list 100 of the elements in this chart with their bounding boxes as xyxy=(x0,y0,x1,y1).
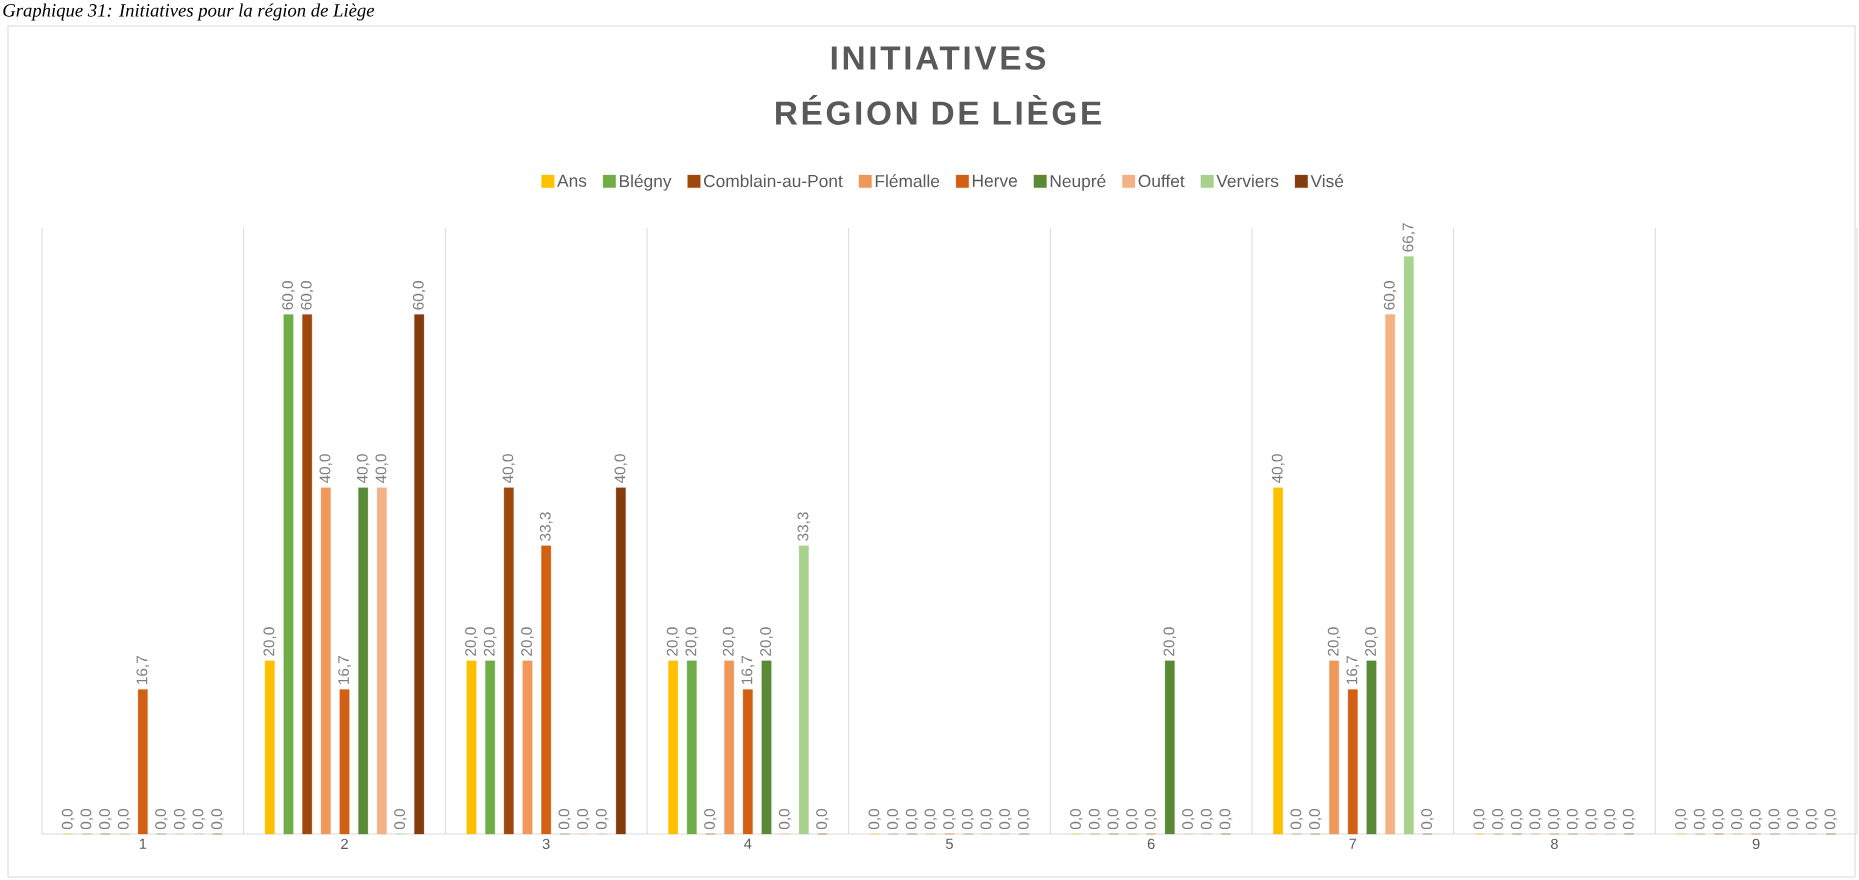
data-label: 0,0 xyxy=(1548,809,1561,830)
data-label: 20,0 xyxy=(263,627,277,656)
data-label: 20,0 xyxy=(1163,627,1177,656)
x-tick-label: 7 xyxy=(1349,838,1357,849)
bar xyxy=(358,487,369,835)
data-label: 0,0 xyxy=(1473,809,1487,830)
data-label: 0,0 xyxy=(778,809,792,830)
data-label: 20,0 xyxy=(1365,627,1378,656)
data-label: 40,0 xyxy=(375,454,389,484)
data-label: 0,0 xyxy=(1182,809,1195,830)
data-label: 0,0 xyxy=(704,809,717,830)
bar xyxy=(1366,660,1377,835)
data-label: 0,0 xyxy=(999,809,1012,830)
bar xyxy=(485,660,496,835)
data-label: 0,0 xyxy=(905,809,919,830)
data-label: 0,0 xyxy=(1787,809,1800,830)
data-label: 0,0 xyxy=(1309,809,1322,830)
legend-label: Flémalle xyxy=(875,174,940,188)
data-label: 0,0 xyxy=(1805,809,1819,830)
data-label: 0,0 xyxy=(558,809,572,830)
data-label: 0,0 xyxy=(211,809,224,830)
bar xyxy=(686,660,697,835)
legend-label: Verviers xyxy=(1216,174,1279,188)
legend-label: Ouffet xyxy=(1138,174,1185,188)
bar xyxy=(137,689,148,835)
legend-label: Ans xyxy=(557,174,587,187)
data-label: 0,0 xyxy=(1107,809,1121,830)
data-label: 0,0 xyxy=(1290,809,1304,830)
data-label: 0,0 xyxy=(1622,809,1636,830)
text: Graphique 31: Initiatives pour la région de Liège xyxy=(3,3,375,21)
data-label: 0,0 xyxy=(117,809,131,830)
bar xyxy=(798,545,809,835)
data-label: 20,0 xyxy=(483,627,497,656)
data-label: 20,0 xyxy=(521,627,534,656)
x-tick-label: 6 xyxy=(1147,838,1155,850)
bar xyxy=(1403,256,1414,835)
x-tick-label: 5 xyxy=(945,838,953,849)
data-label: 20,0 xyxy=(722,627,736,656)
data-label: 0,0 xyxy=(1824,809,1838,830)
legend-label: Herve xyxy=(972,174,1017,187)
data-label: 0,0 xyxy=(1585,809,1599,830)
data-label: 20,0 xyxy=(465,627,478,656)
data-label: 20,0 xyxy=(685,627,699,656)
x-tick-label: 2 xyxy=(341,838,348,849)
data-label: 0,0 xyxy=(887,809,900,830)
data-label: 0,0 xyxy=(868,809,882,830)
x-tick-label: 8 xyxy=(1551,838,1558,850)
data-label: 0,0 xyxy=(943,809,956,830)
data-label: 0,0 xyxy=(1017,809,1031,830)
data-label: 0,0 xyxy=(1712,809,1726,830)
data-label: 16,7 xyxy=(741,656,755,684)
data-label: 0,0 xyxy=(1421,809,1434,830)
data-label: 33,3 xyxy=(539,512,553,541)
data-label: 0,0 xyxy=(1566,809,1580,830)
data-label: 60,0 xyxy=(412,281,426,310)
data-label: 40,0 xyxy=(614,454,628,484)
data-label: 0,0 xyxy=(595,809,609,830)
data-label: 0,0 xyxy=(1731,809,1744,830)
bar xyxy=(376,487,387,835)
data-label: 0,0 xyxy=(1529,809,1543,830)
bar xyxy=(1273,487,1283,835)
bar xyxy=(320,487,331,835)
bar xyxy=(724,660,735,835)
bar xyxy=(742,689,753,835)
data-label: 0,0 xyxy=(1070,809,1083,830)
data-label: 0,0 xyxy=(1675,809,1688,830)
bar xyxy=(1385,314,1396,835)
data-label: 40,0 xyxy=(502,454,516,484)
bar xyxy=(522,660,533,835)
data-label: 0,0 xyxy=(577,809,590,830)
data-label: 16,7 xyxy=(1346,656,1360,684)
data-label: 60,0 xyxy=(300,281,314,310)
data-label: 0,0 xyxy=(99,809,112,830)
data-label: 0,0 xyxy=(1768,809,1782,830)
bar xyxy=(339,689,350,835)
data-label: 60,0 xyxy=(282,281,295,310)
data-label: 16,7 xyxy=(136,656,150,684)
data-label: 0,0 xyxy=(1144,809,1158,830)
data-label: 0,0 xyxy=(192,809,206,830)
bar xyxy=(283,314,294,835)
data-label: 0,0 xyxy=(1126,809,1139,830)
x-tick-label: 4 xyxy=(744,838,752,849)
x-tick-label: 3 xyxy=(542,838,550,850)
data-label: 0,0 xyxy=(155,809,168,830)
bar xyxy=(1329,660,1340,835)
data-label: 40,0 xyxy=(319,454,333,484)
data-label: 0,0 xyxy=(961,809,975,830)
data-label: 33,3 xyxy=(797,512,811,541)
data-label: 0,0 xyxy=(1219,809,1233,830)
data-label: 0,0 xyxy=(980,809,994,830)
data-label: 20,0 xyxy=(666,627,680,656)
data-label: 0,0 xyxy=(61,809,75,830)
data-label: 0,0 xyxy=(1200,809,1214,830)
data-label: 0,0 xyxy=(80,809,94,830)
bar xyxy=(503,487,514,835)
data-label: 40,0 xyxy=(356,454,370,484)
data-label: 0,0 xyxy=(1749,809,1763,830)
data-label: 16,7 xyxy=(338,656,351,684)
data-label: 40,0 xyxy=(1271,454,1285,484)
chart-title: INITIATIVES xyxy=(831,46,1046,70)
